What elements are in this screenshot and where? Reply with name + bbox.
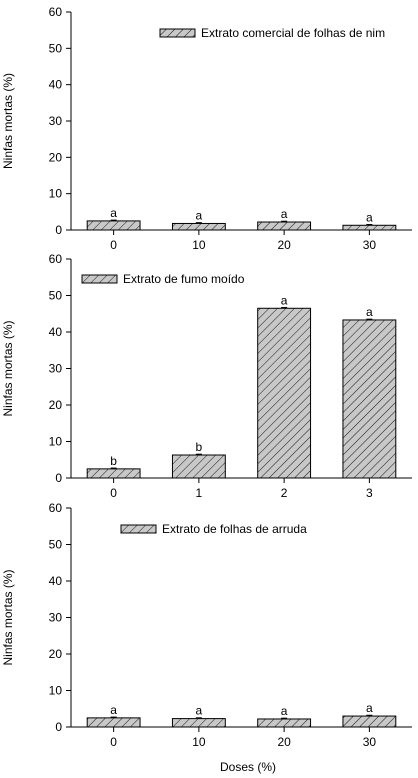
y-axis-label: Ninfas mortas (%) <box>1 569 15 665</box>
x-tick-label: 0 <box>110 486 117 500</box>
y-tick-label: 60 <box>49 252 63 266</box>
chart-panel-3: 0 10 20 30 40 50 60 Ninfas mortas (%) a 0 a 10 a 20 a 3… <box>1 501 412 749</box>
bar <box>257 221 312 231</box>
x-tick-label: 10 <box>192 238 206 252</box>
x-tick-label: 3 <box>366 486 373 500</box>
bar-significance-label: b <box>196 440 203 454</box>
bar <box>342 224 397 231</box>
x-tick-label: 20 <box>277 735 291 749</box>
y-tick-label: 10 <box>49 684 63 698</box>
bar <box>171 718 226 728</box>
legend-swatch <box>81 274 118 284</box>
bar-significance-label: b <box>110 454 117 468</box>
legend-swatch <box>159 28 196 38</box>
bar <box>86 717 141 728</box>
y-tick-label: 0 <box>55 223 62 237</box>
x-tick-label: 0 <box>110 735 117 749</box>
bar-significance-label: a <box>366 305 373 319</box>
y-tick-label: 50 <box>49 538 63 552</box>
bar <box>86 468 141 479</box>
legend-label: Extrato de fumo moído <box>123 272 245 286</box>
legend-label: Extrato comercial de folhas de nim <box>201 26 385 40</box>
y-tick-label: 0 <box>55 471 62 485</box>
y-tick-label: 0 <box>55 720 62 734</box>
y-tick-label: 30 <box>49 362 63 376</box>
bar <box>342 319 397 479</box>
y-axis-label: Ninfas mortas (%) <box>1 73 15 169</box>
bar <box>342 715 397 728</box>
bar-significance-label: a <box>281 207 288 221</box>
x-tick-label: 30 <box>363 238 377 252</box>
y-tick-label: 10 <box>49 435 63 449</box>
y-tick-label: 20 <box>49 398 63 412</box>
y-tick-label: 50 <box>49 41 63 55</box>
legend-label: Extrato de folhas de arruda <box>162 522 307 536</box>
bar-significance-label: a <box>366 210 373 224</box>
x-tick-label: 30 <box>363 735 377 749</box>
y-tick-label: 40 <box>49 325 63 339</box>
bar <box>171 222 226 231</box>
y-tick-label: 20 <box>49 150 63 164</box>
bar <box>86 220 141 231</box>
chart-panel-1: 0 10 20 30 40 50 60 Ninfas mortas (%) a 0 a 10 a 20 a 3… <box>1 5 412 252</box>
x-tick-label: 1 <box>196 486 203 500</box>
y-tick-label: 30 <box>49 611 63 625</box>
y-tick-label: 40 <box>49 574 63 588</box>
legend-swatch <box>120 524 157 534</box>
bar <box>171 454 226 479</box>
bar-significance-label: a <box>110 206 117 220</box>
chart-panel-2: 0 10 20 30 40 50 60 Ninfas mortas (%) b 0 b 1 a 2 a 3 Ex… <box>1 252 412 500</box>
bar-significance-label: a <box>196 208 203 222</box>
bar-significance-label: a <box>110 703 117 717</box>
bar-significance-label: a <box>281 293 288 307</box>
y-tick-label: 50 <box>49 289 63 303</box>
bar <box>257 307 312 479</box>
x-tick-label: 20 <box>277 238 291 252</box>
bar-significance-label: a <box>366 701 373 715</box>
bar-significance-label: a <box>196 704 203 718</box>
bar <box>257 718 312 728</box>
y-tick-label: 10 <box>49 187 63 201</box>
y-tick-label: 40 <box>49 78 63 92</box>
y-tick-label: 30 <box>49 114 63 128</box>
y-tick-label: 60 <box>49 501 63 515</box>
x-tick-label: 0 <box>110 238 117 252</box>
x-tick-label: 2 <box>281 486 288 500</box>
bar-significance-label: a <box>281 704 288 718</box>
y-tick-label: 20 <box>49 647 63 661</box>
x-axis-label: Doses (%) <box>220 760 276 774</box>
y-tick-label: 60 <box>49 5 63 19</box>
x-tick-label: 10 <box>192 735 206 749</box>
y-axis-label: Ninfas mortas (%) <box>1 320 15 416</box>
